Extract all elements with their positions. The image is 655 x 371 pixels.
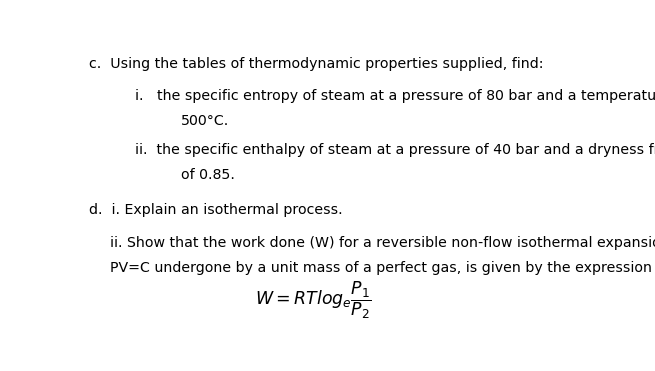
- Text: 500°C.: 500°C.: [181, 114, 229, 128]
- Text: i.   the specific entropy of steam at a pressure of 80 bar and a temperature of: i. the specific entropy of steam at a pr…: [135, 89, 655, 103]
- Text: ii.  the specific enthalpy of steam at a pressure of 40 bar and a dryness fracti: ii. the specific enthalpy of steam at a …: [135, 143, 655, 157]
- Text: PV=C undergone by a unit mass of a perfect gas, is given by the expression as fo: PV=C undergone by a unit mass of a perfe…: [110, 261, 655, 275]
- Text: c.  Using the tables of thermodynamic properties supplied, find:: c. Using the tables of thermodynamic pro…: [90, 58, 544, 71]
- Text: $W = RT\mathit{log}_e \dfrac{P_1}{P_2}$: $W = RT\mathit{log}_e \dfrac{P_1}{P_2}$: [255, 279, 371, 321]
- Text: of 0.85.: of 0.85.: [181, 168, 234, 182]
- Text: d.  i. Explain an isothermal process.: d. i. Explain an isothermal process.: [90, 203, 343, 217]
- Text: ii. Show that the work done (W) for a reversible non-flow isothermal expansion p: ii. Show that the work done (W) for a re…: [110, 236, 655, 250]
